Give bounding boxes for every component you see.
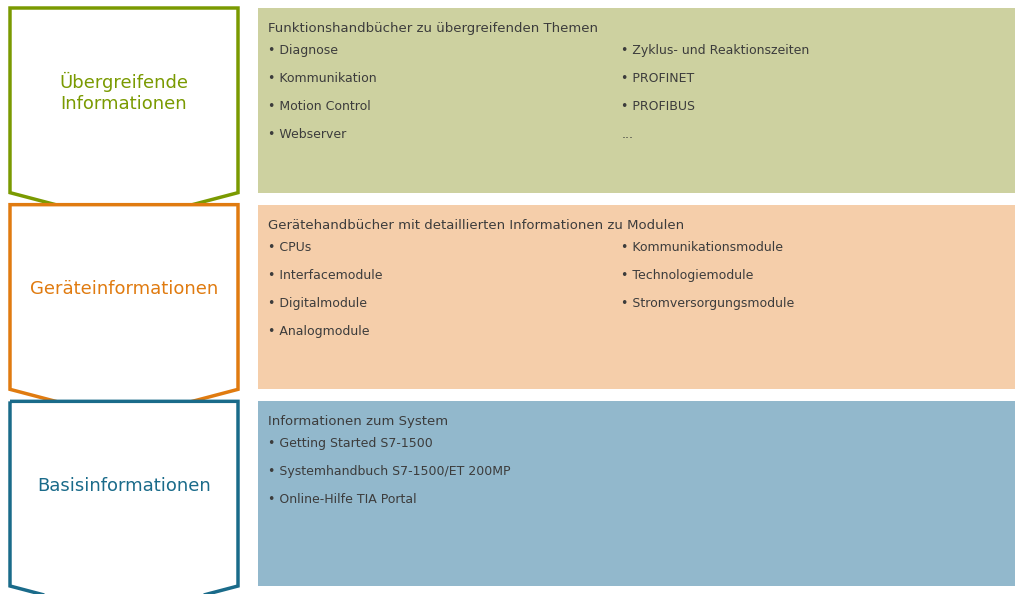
Text: • Online-Hilfe TIA Portal: • Online-Hilfe TIA Portal xyxy=(268,494,416,506)
Text: • Analogmodule: • Analogmodule xyxy=(268,325,369,337)
Text: Gerätehandbücher mit detaillierten Informationen zu Modulen: Gerätehandbücher mit detaillierten Infor… xyxy=(268,219,684,232)
Text: • Getting Started S7-1500: • Getting Started S7-1500 xyxy=(268,437,433,450)
Text: Basisinformationen: Basisinformationen xyxy=(37,476,211,495)
Text: • Digitalmodule: • Digitalmodule xyxy=(268,296,367,309)
Text: Geräteinformationen: Geräteinformationen xyxy=(30,280,218,298)
Text: • Webserver: • Webserver xyxy=(268,128,346,141)
Text: • CPUs: • CPUs xyxy=(268,241,311,254)
Text: • Systemhandbuch S7-1500/ET 200MP: • Systemhandbuch S7-1500/ET 200MP xyxy=(268,465,510,478)
Bar xyxy=(258,402,1015,586)
Text: • Motion Control: • Motion Control xyxy=(268,100,370,113)
Polygon shape xyxy=(10,205,238,419)
Text: • Technologiemodule: • Technologiemodule xyxy=(621,268,754,282)
Bar xyxy=(258,205,1015,389)
Text: • Kommunikationsmodule: • Kommunikationsmodule xyxy=(621,241,784,254)
Text: ...: ... xyxy=(621,128,633,141)
Text: • Interfacemodule: • Interfacemodule xyxy=(268,268,383,282)
Text: Übergreifende
Informationen: Übergreifende Informationen xyxy=(59,72,188,113)
Text: Informationen zum System: Informationen zum System xyxy=(268,415,448,428)
Text: • PROFINET: • PROFINET xyxy=(621,72,695,85)
Bar xyxy=(258,8,1015,192)
Polygon shape xyxy=(10,402,238,594)
Text: • Stromversorgungsmodule: • Stromversorgungsmodule xyxy=(621,296,795,309)
Text: • Diagnose: • Diagnose xyxy=(268,44,338,57)
Text: • PROFIBUS: • PROFIBUS xyxy=(621,100,696,113)
Text: • Kommunikation: • Kommunikation xyxy=(268,72,376,85)
Text: • Zyklus- und Reaktionszeiten: • Zyklus- und Reaktionszeiten xyxy=(621,44,809,57)
Text: Funktionshandbücher zu übergreifenden Themen: Funktionshandbücher zu übergreifenden Th… xyxy=(268,22,598,35)
Polygon shape xyxy=(10,8,238,223)
